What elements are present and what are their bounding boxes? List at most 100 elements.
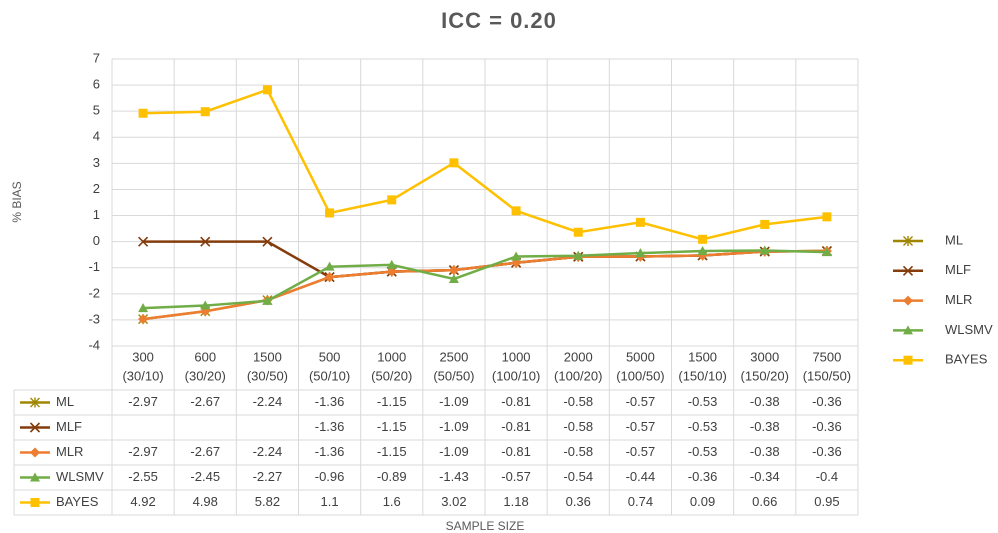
point: [698, 234, 708, 244]
table-cell: -0.36: [812, 444, 842, 459]
point: [448, 265, 459, 276]
point: [511, 251, 522, 261]
table-cell: -0.81: [501, 394, 531, 409]
table-cell: -0.57: [626, 444, 656, 459]
point: [262, 236, 273, 247]
table-cell: -2.97: [128, 444, 158, 459]
x-tick-label: 2000: [564, 349, 593, 364]
chart-title: ICC = 0.20: [441, 8, 557, 33]
point: [386, 259, 397, 269]
table-cell: -0.54: [563, 469, 593, 484]
point: [822, 212, 832, 222]
table-cell: -0.81: [501, 419, 531, 434]
table-cell: 1.1: [321, 494, 339, 509]
point: [449, 158, 459, 168]
x-tick-label: (150/20): [741, 368, 789, 383]
table-cell: -0.36: [812, 394, 842, 409]
legend-marker: [903, 325, 913, 335]
point: [386, 266, 397, 277]
legend-label: ML: [945, 232, 963, 247]
legend-label: MLR: [945, 292, 972, 307]
y-tick-label: -4: [88, 337, 100, 352]
point: [635, 217, 645, 227]
x-tick-label: (100/10): [492, 368, 540, 383]
series-line: [143, 88, 828, 241]
table-cell: -2.27: [253, 469, 283, 484]
x-tick-label: (150/10): [678, 368, 726, 383]
table-row-label: MLR: [56, 444, 83, 459]
table-cell: -0.34: [750, 469, 780, 484]
table-cell: -1.15: [377, 444, 407, 459]
table-cell: 3.02: [441, 494, 466, 509]
table-cell: -1.36: [315, 444, 345, 459]
table-cell: -2.55: [128, 469, 158, 484]
table-cell: -0.57: [501, 469, 531, 484]
point: [262, 295, 273, 305]
table-cell: 0.74: [628, 494, 653, 509]
table-cell: -2.67: [190, 444, 220, 459]
x-tick-label: (30/10): [122, 368, 163, 383]
point: [821, 247, 832, 257]
x-tick-label: 2500: [439, 349, 468, 364]
table-cell: 0.95: [814, 494, 839, 509]
x-tick-label: (50/10): [309, 368, 350, 383]
table-cell: -1.36: [315, 394, 345, 409]
point: [635, 248, 646, 258]
table-cell: -0.36: [812, 419, 842, 434]
x-tick-label: (100/20): [554, 368, 602, 383]
legend-label: WLSMV: [945, 322, 993, 337]
point: [138, 314, 149, 325]
table-cell: -0.53: [688, 419, 718, 434]
x-tick-label: 1000: [502, 349, 531, 364]
point: [511, 206, 521, 216]
table-cell: -1.15: [377, 419, 407, 434]
x-tick-label: 300: [132, 349, 154, 364]
point: [448, 273, 459, 283]
y-tick-label: 0: [93, 233, 100, 248]
table-cell: -0.89: [377, 469, 407, 484]
table-cell: -0.96: [315, 469, 345, 484]
table-cell: -0.36: [688, 469, 718, 484]
table-cell: -0.53: [688, 394, 718, 409]
x-axis-title: SAMPLE SIZE: [446, 519, 525, 533]
table-cell: 0.66: [752, 494, 777, 509]
y-tick-label: -3: [88, 311, 100, 326]
point: [573, 250, 584, 260]
table-cell: -0.58: [563, 444, 593, 459]
table-cell: -1.09: [439, 444, 469, 459]
table-key-marker: [30, 472, 40, 482]
legend-marker: [902, 265, 914, 276]
legend-marker: [903, 355, 913, 365]
table-row-label: ML: [56, 394, 74, 409]
legend-label: MLF: [945, 262, 971, 277]
y-tick-label: 3: [93, 155, 100, 170]
point: [138, 108, 148, 118]
x-tick-label: (150/50): [803, 368, 851, 383]
table-cell: -1.36: [315, 419, 345, 434]
y-tick-label: 1: [93, 207, 100, 222]
legend-label: BAYES: [945, 352, 988, 367]
point: [387, 195, 397, 205]
point: [138, 303, 149, 313]
point: [200, 300, 211, 310]
point: [324, 261, 335, 271]
x-tick-label: 3000: [750, 349, 779, 364]
y-axis-title: % BIAS: [10, 181, 24, 222]
table-cell: 1.18: [503, 494, 528, 509]
table-cell: -1.09: [439, 394, 469, 409]
x-tick-label: 1500: [688, 349, 717, 364]
point: [200, 236, 211, 247]
table-row-label: BAYES: [56, 494, 99, 509]
x-tick-label: 5000: [626, 349, 655, 364]
x-tick-label: (50/20): [371, 368, 412, 383]
x-tick-label: 600: [194, 349, 216, 364]
table-cell: -0.81: [501, 444, 531, 459]
y-tick-label: 4: [93, 129, 100, 144]
table-cell: -0.38: [750, 419, 780, 434]
y-tick-label: 2: [93, 181, 100, 196]
table-cell: -0.58: [563, 419, 593, 434]
point: [760, 219, 770, 229]
x-tick-label: (30/50): [247, 368, 288, 383]
point: [262, 85, 272, 95]
